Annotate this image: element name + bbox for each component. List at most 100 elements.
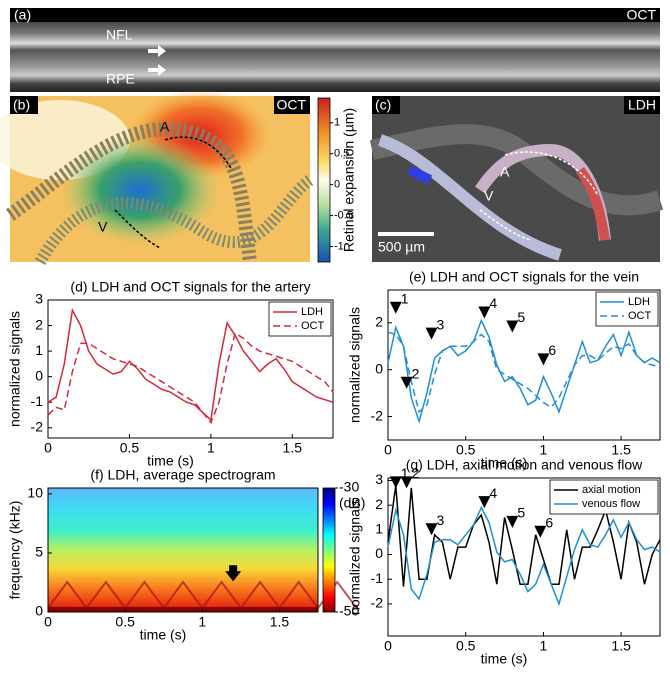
panel-label: (c)	[375, 97, 391, 113]
colorbar-tick-label: -1	[334, 240, 344, 252]
colorbar-tick-label: -30	[339, 479, 359, 495]
chart-title: (f) LDH, average spectrogram	[90, 467, 275, 483]
annotation-label: 4	[489, 485, 497, 501]
x-tick-label: 0.5	[456, 638, 476, 654]
colorbar-label: (dB)	[339, 495, 365, 511]
label-bg	[274, 96, 310, 114]
roi	[164, 136, 233, 171]
arrow-marker	[425, 327, 438, 340]
legend	[268, 301, 332, 337]
legend-label: LDH	[628, 296, 650, 308]
annotation-label: 5	[517, 309, 525, 325]
colorbar-label: Retinal expansion (µm)	[341, 108, 357, 252]
label-bg	[10, 96, 38, 114]
arrow	[148, 64, 166, 76]
label-bg	[372, 96, 400, 114]
axes-frame	[47, 487, 319, 613]
y-tick-label: -1	[31, 393, 44, 409]
x-tick-label: 1.5	[283, 440, 303, 456]
modality-tag: LDH	[628, 97, 656, 113]
x-tick-label: 1	[198, 614, 206, 630]
layer-label: NFL	[106, 27, 133, 43]
vessel-label: V	[484, 188, 494, 204]
y-axis-label: normalized signals	[7, 311, 23, 427]
roi	[504, 151, 599, 197]
x-tick-label: 0.5	[456, 442, 476, 458]
colorbar	[317, 97, 331, 263]
legend-label: OCT	[301, 320, 325, 332]
vessel-label: A	[160, 119, 170, 135]
y-tick-label: -2	[371, 407, 384, 423]
image-band	[10, 8, 660, 22]
spectrogram	[48, 488, 318, 612]
vessel-label: V	[98, 219, 108, 235]
arrow-marker	[400, 476, 413, 489]
arrow-marker	[389, 301, 402, 314]
roi	[479, 209, 531, 241]
legend	[595, 291, 659, 327]
series-line	[387, 505, 661, 607]
annotation-label: 5	[517, 505, 525, 521]
arrow-marker	[506, 515, 519, 528]
y-axis-label: normalized signals	[347, 307, 363, 423]
chart-title: (d) LDH and OCT signals for the artery	[70, 279, 310, 295]
y-tick-label: 2	[375, 496, 383, 512]
arrow-marker	[506, 320, 519, 333]
series-line	[47, 332, 334, 425]
y-tick-label: 2	[35, 316, 43, 332]
y-tick-label: 0	[375, 545, 383, 561]
annotation-label: 2	[412, 465, 420, 481]
x-tick-label: 1.5	[611, 638, 631, 654]
band	[48, 607, 318, 612]
axes-frame	[387, 477, 661, 637]
x-axis-label: time (s)	[481, 651, 528, 667]
colorbar-tick-label: 0.5	[334, 148, 349, 160]
arrow-marker	[425, 523, 438, 536]
vessel	[377, 134, 562, 261]
x-tick-label: 1	[207, 440, 215, 456]
panel-label: (a)	[14, 7, 31, 23]
y-axis-label: normalized signals	[347, 499, 363, 615]
scalebar-label: 500 µm	[378, 239, 425, 255]
annotation-label: 6	[545, 514, 553, 530]
y-tick-label: 0	[375, 360, 383, 376]
chart-title: (e) LDH and OCT signals for the vein	[409, 269, 639, 285]
annotation-arrow	[225, 565, 242, 582]
y-tick-label: 1	[375, 521, 383, 537]
vessel	[34, 175, 314, 265]
y-tick-label: -2	[31, 418, 44, 434]
y-axis-label: frequency (kHz)	[7, 501, 23, 600]
panel-label: (b)	[13, 97, 30, 113]
x-tick-label: 1.5	[270, 614, 290, 630]
panel-c: (c) LDH A V 500 µm	[369, 96, 664, 262]
x-tick-label: 0	[44, 614, 52, 630]
harmonic	[47, 580, 358, 609]
label-bg	[624, 96, 660, 114]
y-tick-label: 2	[375, 314, 383, 330]
legend-label: LDH	[301, 306, 323, 318]
x-axis-label: time (s)	[147, 453, 194, 469]
colorbar-tick-label: -50	[339, 603, 359, 619]
axes-frame	[387, 289, 661, 441]
legend	[549, 479, 659, 515]
x-axis-label: time (s)	[140, 627, 187, 643]
legend-label: axial motion	[582, 484, 641, 496]
x-axis-label: time (s)	[481, 455, 528, 471]
arrow-marker	[478, 496, 491, 509]
y-tick-label: 0	[35, 367, 43, 383]
y-tick-label: 5	[35, 544, 43, 560]
y-tick-label: 0	[35, 603, 43, 619]
x-tick-label: 0	[44, 440, 52, 456]
annotation-label: 2	[412, 365, 420, 381]
arrow-marker	[537, 353, 550, 366]
x-tick-label: 0.5	[120, 440, 140, 456]
colorbar-tick-label: -0.5	[334, 209, 353, 221]
x-tick-label: 0.5	[115, 614, 135, 630]
axes-frame	[47, 299, 334, 439]
series-line	[387, 331, 661, 414]
y-tick-label: 3	[35, 291, 43, 307]
annotation-label: 6	[548, 342, 556, 358]
x-tick-label: 1	[540, 442, 548, 458]
arrow-marker	[400, 376, 413, 389]
